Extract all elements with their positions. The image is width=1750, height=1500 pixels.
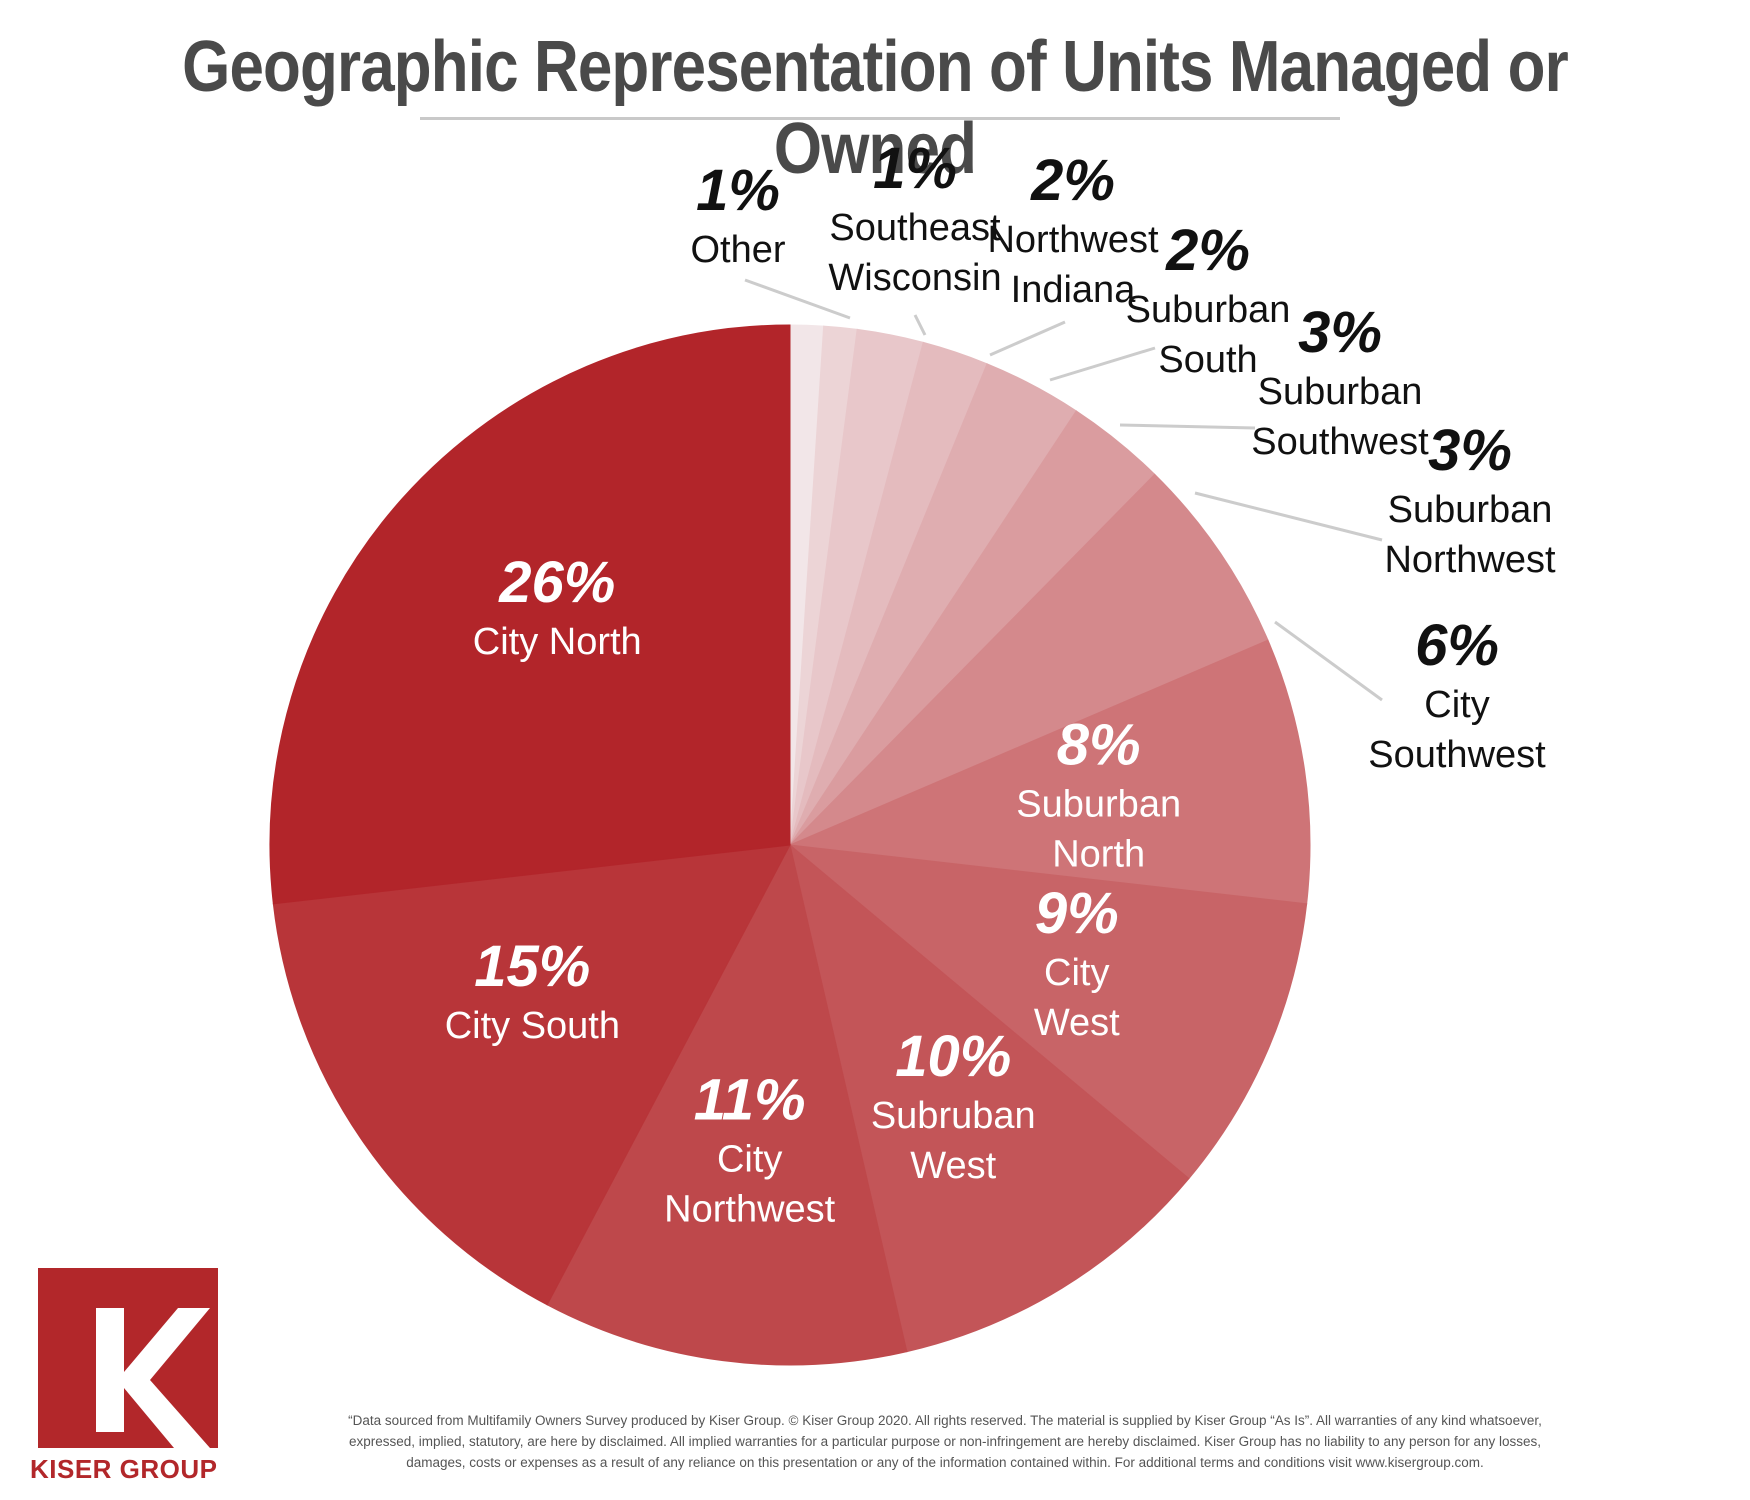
pie-slice-suburban-north	[788, 639, 1311, 905]
slice-name-label: City	[717, 1138, 782, 1180]
title-underline	[420, 117, 1340, 120]
leader-line	[1274, 620, 1383, 702]
slice-name-label: Northwest	[664, 1188, 835, 1230]
slice-percent-label: 1%	[696, 158, 780, 223]
slice-name-label: Suburban	[1258, 371, 1423, 413]
slice-percent-label: 8%	[1057, 713, 1141, 778]
slice-name-label: West	[910, 1145, 996, 1187]
footnote: “Data sourced from Multifamily Owners Su…	[348, 1413, 1542, 1470]
logo-name: KISER GROUP	[30, 1454, 218, 1484]
slice-percent-label: 9%	[1035, 881, 1119, 946]
slice-percent-label: 15%	[474, 934, 590, 999]
slice-percent-label: 6%	[1415, 613, 1499, 678]
slice-name-label: Subruban	[871, 1095, 1036, 1137]
slice-percent-label: 2%	[1165, 218, 1250, 283]
k-logo-icon	[96, 1308, 210, 1448]
pie-slice-city-northwest	[546, 843, 908, 1366]
slice-name-label: Northwest	[987, 219, 1158, 261]
slice-percent-label: 1%	[873, 136, 957, 201]
slice-name-label: Northwest	[1384, 539, 1555, 581]
slice-name-label: Suburban	[1016, 784, 1181, 826]
slice-name-label: Suburban	[1388, 489, 1553, 531]
slice-percent-label: 2%	[1030, 148, 1115, 213]
leader-line	[1194, 491, 1383, 542]
slice-name-label: Wisconsin	[828, 257, 1001, 299]
slice-percent-label: 26%	[498, 550, 615, 615]
slice-name-label: City South	[445, 1005, 620, 1047]
slice-name-label: South	[1158, 339, 1257, 381]
slice-name-label: Indiana	[1011, 269, 1137, 311]
slice-percent-label: 3%	[1428, 418, 1512, 483]
leader-line	[1049, 346, 1156, 382]
slice-name-label: City	[1424, 684, 1489, 726]
pie-slice-city-southwest	[789, 473, 1269, 846]
pie-slice-city-west	[788, 844, 1308, 1180]
pie-slice-city-south	[272, 844, 791, 1306]
chart-title: Geographic Representation of Units Manag…	[182, 27, 1569, 189]
slice-name-label: City North	[473, 621, 642, 663]
slice-percent-label: 3%	[1298, 300, 1382, 365]
slice-percent-label: 10%	[895, 1024, 1011, 1089]
kiser-logo	[38, 1268, 218, 1448]
leader-line	[1119, 423, 1256, 430]
slice-name-label: North	[1052, 834, 1145, 876]
leader-line	[744, 278, 851, 320]
slice-name-label: City	[1044, 952, 1109, 994]
slice-name-label: West	[1034, 1002, 1120, 1044]
slice-name-label: Suburban	[1126, 289, 1291, 331]
pie-slice-city-north	[269, 324, 791, 905]
leader-line	[913, 314, 927, 336]
slice-percent-label: 11%	[694, 1067, 806, 1132]
pie-slice-subruban-west	[789, 843, 1190, 1353]
slice-name-label: Southeast	[829, 207, 1001, 249]
leader-line	[989, 320, 1066, 357]
slice-name-label: Southwest	[1368, 734, 1546, 776]
slice-name-label: Southwest	[1251, 421, 1429, 463]
slice-name-label: Other	[690, 229, 785, 271]
